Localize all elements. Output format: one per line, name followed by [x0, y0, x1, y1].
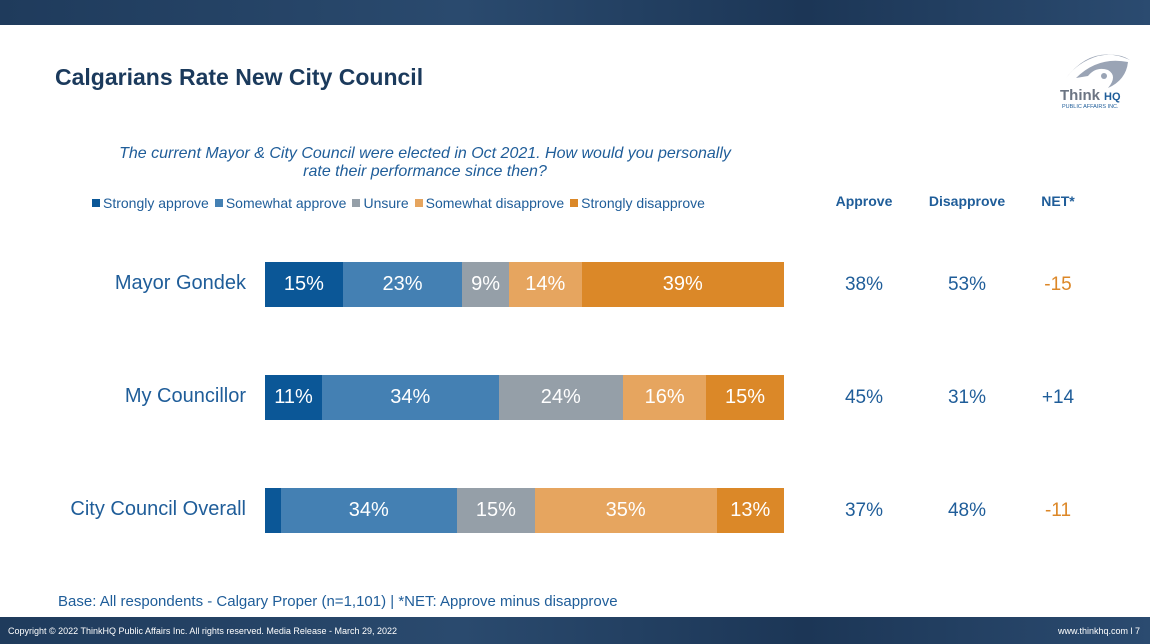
stacked-bar: 11% 34% 24% 16% 15%: [265, 375, 784, 420]
legend: Strongly approve Somewhat approve Unsure So…: [92, 195, 705, 211]
bar-segment: 15%: [265, 262, 343, 307]
bar-segment: 23%: [342, 262, 463, 307]
header-approve: Approve: [835, 193, 893, 209]
net-value: -15: [1044, 274, 1072, 295]
page-number: www.thinkhq.com l 7: [1057, 626, 1140, 636]
approve-value: 45%: [844, 387, 884, 408]
bar-segment: 34%: [322, 375, 499, 420]
bar-segment: 9%: [462, 262, 509, 307]
legend-label: Somewhat approve: [225, 195, 347, 211]
thinkhq-logo: Think HQ PUBLIC AFFAIRS INC.: [1060, 54, 1130, 110]
stacked-bar: 15% 23% 9% 14% 39%: [265, 262, 784, 307]
copyright: Copyright © 2022 ThinkHQ Public Affairs …: [8, 626, 397, 636]
approve-value: 38%: [844, 274, 884, 295]
net-value: -11: [1044, 500, 1072, 521]
legend-swatch: [214, 199, 223, 207]
bar-segment: 35%: [534, 488, 717, 533]
net-value: +14: [1041, 387, 1075, 408]
legend-item: Unsure: [352, 195, 409, 211]
disapprove-value: 53%: [947, 274, 987, 295]
base-note: Base: All respondents - Calgary Proper (…: [58, 593, 618, 610]
legend-swatch: [570, 199, 579, 207]
legend-label: Strongly disapprove: [581, 195, 705, 211]
legend-label: Somewhat disapprove: [425, 195, 565, 211]
legend-item: Strongly disapprove: [570, 195, 705, 211]
approve-value: 37%: [844, 500, 884, 521]
header-disapprove: Disapprove: [928, 193, 1006, 209]
legend-label: Strongly approve: [103, 195, 209, 211]
bar-segment: 39%: [581, 262, 784, 307]
bar-segment: 34%: [280, 488, 458, 533]
chart-question: The current Mayor & City Council were el…: [119, 145, 731, 180]
disapprove-value: 48%: [947, 500, 987, 521]
header-net: NET*: [1041, 193, 1075, 209]
legend-swatch: [92, 199, 100, 207]
category-label: My Councillor: [124, 385, 246, 407]
legend-item: Somewhat disapprove: [414, 195, 565, 211]
svg-text:PUBLIC AFFAIRS INC.: PUBLIC AFFAIRS INC.: [1062, 104, 1119, 110]
category-label: City Council Overall: [70, 498, 246, 520]
bar-segment: 14%: [508, 262, 582, 307]
legend-swatch: [352, 199, 361, 207]
legend-item: Strongly approve: [92, 195, 209, 211]
legend-item: Somewhat approve: [214, 195, 347, 211]
legend-swatch: [414, 199, 423, 207]
bar-segment: 15%: [457, 488, 535, 533]
header-band: [0, 0, 1150, 25]
bar-segment: 13%: [716, 488, 784, 533]
category-label: Mayor Gondek: [114, 272, 246, 294]
disapprove-value: 31%: [947, 387, 987, 408]
bar-segment: 24%: [498, 375, 624, 420]
page-title: Calgarians Rate New City Council: [55, 64, 424, 90]
footer: Copyright © 2022 ThinkHQ Public Affairs …: [0, 617, 1150, 644]
bar-segment: [265, 488, 281, 533]
bar-segment: 15%: [706, 375, 784, 420]
bar-segment: 11%: [265, 375, 323, 420]
bar-segment: 16%: [623, 375, 707, 420]
stacked-bar: 34% 15% 35% 13%: [265, 488, 784, 533]
svg-text:HQ: HQ: [1104, 91, 1121, 103]
legend-label: Unsure: [363, 195, 409, 211]
svg-text:Think: Think: [1060, 87, 1101, 104]
